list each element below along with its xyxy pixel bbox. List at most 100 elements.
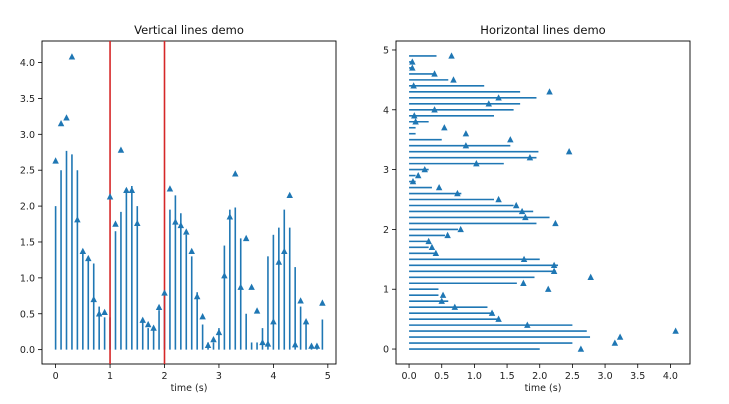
y-tick-label: 4.0 xyxy=(20,58,35,69)
triangle-marker xyxy=(520,255,528,263)
triangle-marker xyxy=(526,154,534,161)
x-tick-label: 0.5 xyxy=(434,371,449,382)
triangle-marker xyxy=(161,289,168,296)
triangle-marker xyxy=(495,195,502,203)
triangle-marker xyxy=(444,231,451,239)
triangle-marker xyxy=(286,191,293,199)
triangle-marker xyxy=(611,339,619,346)
triangle-marker xyxy=(441,124,448,131)
triangle-marker xyxy=(409,64,416,71)
triangle-marker xyxy=(63,114,70,121)
triangle-marker xyxy=(259,338,266,346)
triangle-marker xyxy=(432,249,440,257)
y-tick-label: 1 xyxy=(383,285,389,296)
triangle-marker xyxy=(90,295,97,303)
triangle-marker xyxy=(52,157,59,164)
horizontal-lines-xlabel: time (s) xyxy=(525,383,562,394)
x-tick-label: 2 xyxy=(161,371,167,382)
triangle-marker xyxy=(410,82,417,89)
triangle-marker xyxy=(74,216,81,223)
triangle-marker xyxy=(193,292,201,300)
triangle-marker xyxy=(565,148,573,155)
triangle-marker xyxy=(431,106,438,113)
horizontal-lines-plot-area: 0.0 0.5 1.0 1.5 2.0 2.5 3.0 3.5 4.0 0 1 2 3 4 5 xyxy=(383,40,691,382)
triangle-marker xyxy=(438,297,445,304)
y-tick-label: 0 xyxy=(383,345,389,356)
y-tick-label: 1.5 xyxy=(20,237,35,248)
y-tick-label: 0.0 xyxy=(20,345,35,356)
triangle-marker xyxy=(215,328,223,336)
y-tick-label: 3.0 xyxy=(20,130,35,141)
triangle-marker xyxy=(57,119,65,127)
triangle-marker xyxy=(172,218,179,225)
triangle-marker xyxy=(577,345,585,352)
triangle-marker xyxy=(134,219,141,227)
y-tick-label: 1.0 xyxy=(20,273,35,284)
x-tick-label: 5 xyxy=(325,371,331,382)
triangle-marker xyxy=(204,341,212,349)
triangle-marker xyxy=(435,183,443,191)
vertical-lines-plot-area: 0 1 2 3 4 5 0.0 0.5 1.0 1.5 2.0 2.5 3.0 3.5 4.0 xyxy=(20,40,337,382)
triangle-marker xyxy=(550,261,558,269)
triangle-marker xyxy=(177,221,185,229)
triangle-marker xyxy=(144,320,152,328)
x-tick-label: 3.0 xyxy=(598,371,613,382)
triangle-marker xyxy=(188,247,195,255)
triangle-marker xyxy=(308,342,315,349)
triangle-marker xyxy=(221,272,228,279)
triangle-marker xyxy=(291,341,299,348)
triangle-marker xyxy=(79,247,87,255)
y-tick-label: 2.5 xyxy=(20,166,35,177)
triangle-marker xyxy=(520,279,527,286)
triangle-marker xyxy=(518,207,526,215)
triangle-marker xyxy=(226,213,234,220)
triangle-marker xyxy=(431,70,438,77)
x-tick-label: 1.5 xyxy=(500,371,515,382)
triangle-marker xyxy=(454,189,461,197)
triangle-marker xyxy=(473,160,480,167)
y-tick-label: 2 xyxy=(383,225,389,236)
triangle-marker xyxy=(68,53,76,60)
triangle-marker xyxy=(123,186,130,193)
x-tick-label: 0.0 xyxy=(402,371,417,382)
vertical-lines-xlabel: time (s) xyxy=(171,383,208,394)
triangle-marker xyxy=(457,225,464,233)
x-tick-label: 1.0 xyxy=(467,371,482,382)
triangle-marker xyxy=(237,283,244,290)
triangle-marker xyxy=(524,321,531,328)
y-tick-label: 3.5 xyxy=(20,94,35,105)
y-tick-label: 5 xyxy=(383,45,389,56)
triangle-marker xyxy=(495,315,502,322)
y-tick-label: 4 xyxy=(383,105,389,116)
triangle-marker xyxy=(313,342,321,349)
triangle-marker xyxy=(522,213,529,221)
triangle-marker xyxy=(248,283,255,290)
x-tick-label: 2.5 xyxy=(565,371,580,382)
triangle-marker xyxy=(485,100,493,107)
triangle-marker xyxy=(587,273,594,280)
triangle-marker xyxy=(85,254,92,262)
triangle-marker xyxy=(264,340,272,347)
horizontal-lines-title: Horizontal lines demo xyxy=(480,23,605,37)
triangle-marker xyxy=(425,237,432,245)
triangle-marker xyxy=(253,307,261,314)
triangle-marker xyxy=(544,285,552,292)
triangle-marker xyxy=(106,193,114,200)
triangle-marker xyxy=(672,327,679,334)
triangle-marker xyxy=(242,234,250,242)
triangle-marker xyxy=(512,201,520,209)
triangle-marker xyxy=(319,299,326,306)
horizontal-lines-panel: Horizontal lines demo 0.0 0.5 1.0 1.5 2.0 2.5… xyxy=(383,23,691,394)
triangle-marker xyxy=(412,118,419,125)
triangle-marker xyxy=(462,130,470,137)
triangle-marker xyxy=(112,220,119,227)
triangle-marker xyxy=(183,228,190,235)
triangle-marker xyxy=(139,316,146,323)
triangle-marker xyxy=(448,52,455,59)
triangle-marker xyxy=(95,310,103,317)
triangle-marker xyxy=(409,177,417,185)
vertical-lines-panel: Vertical lines demo 0 1 2 3 4 5 0.0 0.5 1.0 1.5 2.… xyxy=(20,23,337,394)
triangle-marker xyxy=(270,318,277,325)
triangle-marker xyxy=(450,76,457,83)
triangle-marker xyxy=(232,170,239,177)
